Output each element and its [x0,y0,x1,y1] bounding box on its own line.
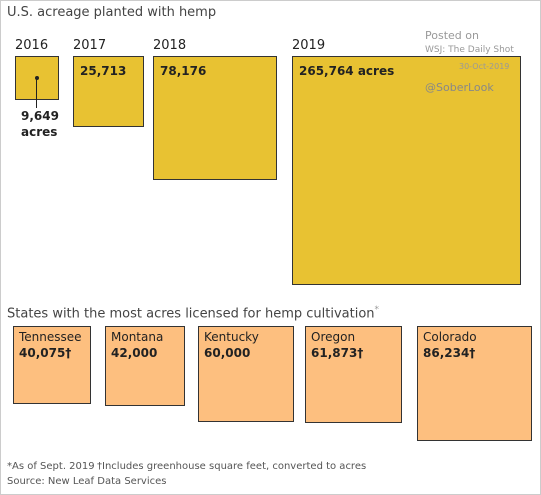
chart-title: U.S. acreage planted with hemp [7,5,217,20]
square [198,326,294,422]
value-label: 40,075† [19,346,72,360]
value-label: 78,176 [160,64,207,78]
value-label: 86,234† [423,346,476,360]
chart-title: States with the most acres licensed for … [7,305,380,322]
leader-line [36,77,38,108]
value-label: 265,764 acres [299,64,395,78]
square [305,326,402,423]
category-label: 2018 [153,38,187,53]
category-label: Oregon [311,330,356,344]
annotation: 30-Oct-2019 [459,62,510,71]
category-label: Montana [111,330,164,344]
square [13,326,92,405]
footnote: Source: New Leaf Data Services [7,476,167,487]
category-label: 2017 [73,38,107,53]
category-label: 2016 [15,38,49,53]
square [153,56,278,181]
category-label: Kentucky [204,330,259,344]
square [105,326,185,406]
annotation: Posted on [425,29,479,42]
category-label: Colorado [423,330,477,344]
category-label: 2019 [292,38,326,53]
annotation: @SoberLook [425,81,494,94]
value-label: 60,000 [204,346,251,360]
square [73,56,145,128]
square [417,326,532,441]
value-label: 61,873† [311,346,364,360]
title-note: * [374,305,380,315]
value-label: 25,713 [80,64,127,78]
footnote: †Includes greenhouse square feet, conver… [97,461,367,472]
square [292,56,521,285]
value-label: 42,000 [111,346,158,360]
annotation: WSJ: The Daily Shot [425,45,514,55]
footnote: *As of Sept. 2019 [7,461,95,472]
value-label: 9,649 acres [21,108,59,139]
category-label: Tennessee [19,330,82,344]
